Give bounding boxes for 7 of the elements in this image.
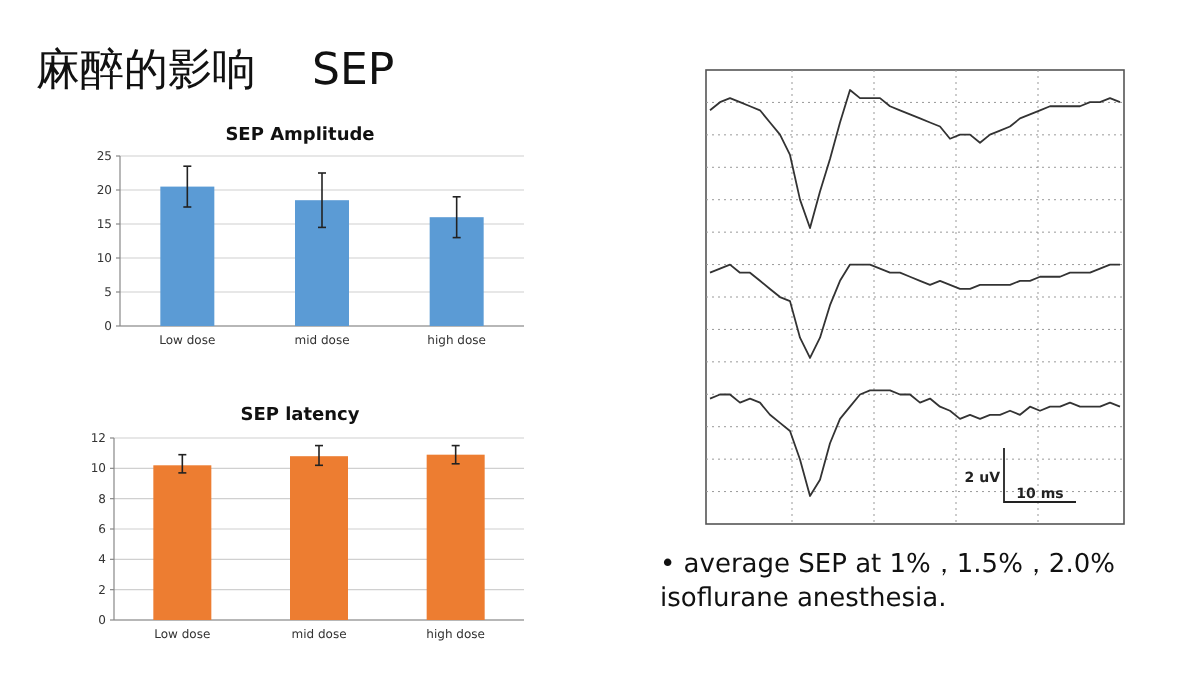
text: • average SEP at 1%，1.5%，2.0% isoflurane anesthesia. [660,548,1117,616]
bar [160,186,215,326]
bar [295,200,349,326]
text: 麻醉的影响 SEP [36,46,395,96]
bar [429,217,484,326]
chart-title: SEP latency [240,406,360,426]
chart-title: SEP Amplitude [225,126,375,146]
